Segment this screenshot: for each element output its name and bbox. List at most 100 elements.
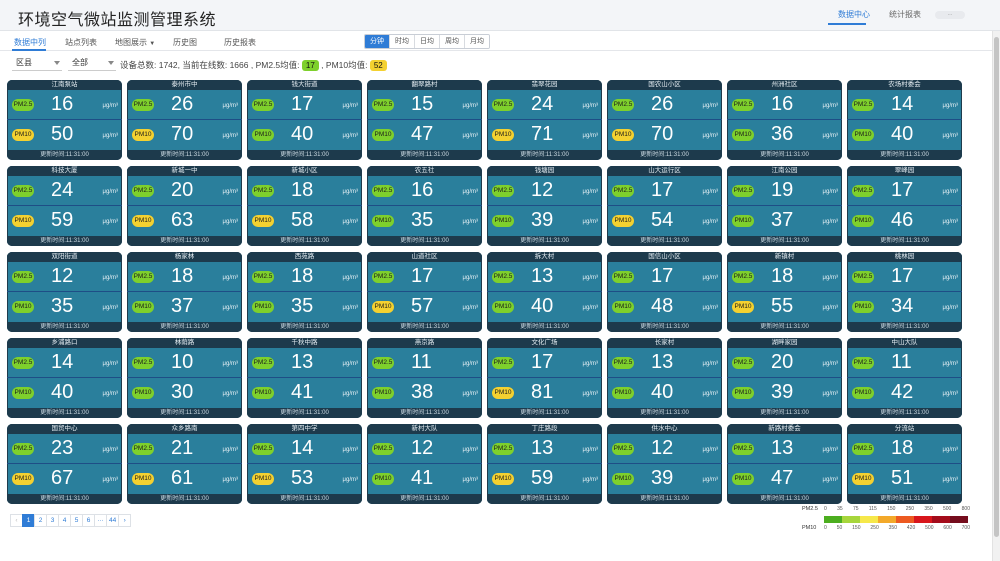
station-card[interactable]: 丁庄路段 PM2.5 13 μg/m³ PM10 59 μg/m³ 更新时间:1… [487,424,602,504]
station-name: 农五社 [367,166,482,176]
station-card[interactable]: 千秋中路 PM2.5 13 μg/m³ PM10 41 μg/m³ 更新时间:1… [247,338,362,418]
status-select[interactable]: 全部 [68,56,116,71]
pm25-tag: PM2.5 [732,271,754,283]
station-card[interactable]: 双阳街道 PM2.5 12 μg/m³ PM10 35 μg/m³ 更新时间:1… [7,252,122,332]
legend-tick-label: 250 [905,506,915,512]
station-card[interactable]: 新城小区 PM2.5 18 μg/m³ PM10 58 μg/m³ 更新时间:1… [247,166,362,246]
pm10-unit: μg/m³ [342,477,358,483]
pm10-unit: μg/m³ [582,477,598,483]
tab-history-chart[interactable]: 历史图 [173,38,197,47]
station-card[interactable]: 江南公园 PM2.5 19 μg/m³ PM10 37 μg/m³ 更新时间:1… [727,166,842,246]
pm10-value: 41 [411,467,434,489]
tab-data-list[interactable]: 数据中列 [14,38,46,47]
legend-color-swatch [878,516,896,523]
station-card[interactable]: 泰州市中 PM2.5 26 μg/m³ PM10 70 μg/m³ 更新时间:1… [127,80,242,160]
station-card[interactable]: 新村大队 PM2.5 12 μg/m³ PM10 41 μg/m³ 更新时间:1… [367,424,482,504]
pm10-unit: μg/m³ [222,219,238,225]
update-time: 更新时间:11:31:00 [367,494,482,504]
station-card[interactable]: 钱大街道 PM2.5 17 μg/m³ PM10 40 μg/m³ 更新时间:1… [247,80,362,160]
update-time: 更新时间:11:31:00 [247,494,362,504]
station-card[interactable]: 翡翠花园 PM2.5 24 μg/m³ PM10 71 μg/m³ 更新时间:1… [487,80,602,160]
update-time: 更新时间:11:31:00 [727,236,842,246]
station-card[interactable]: 州洲社区 PM2.5 16 μg/m³ PM10 36 μg/m³ 更新时间:1… [727,80,842,160]
station-card[interactable]: 文化广场 PM2.5 17 μg/m³ PM10 81 μg/m³ 更新时间:1… [487,338,602,418]
pm10-average-label: , PM10均值: [321,60,368,70]
pager-next-button[interactable]: › [118,514,132,527]
seg-monthly[interactable]: 月均 [464,35,489,48]
station-card[interactable]: 钱塘园 PM2.5 12 μg/m³ PM10 39 μg/m³ 更新时间:11… [487,166,602,246]
station-card[interactable]: 农五社 PM2.5 16 μg/m³ PM10 35 μg/m³ 更新时间:11… [367,166,482,246]
pager-page-button[interactable]: 44 [106,514,120,527]
vertical-scrollbar[interactable] [992,31,1000,561]
station-card[interactable]: 新镇村 PM2.5 18 μg/m³ PM10 55 μg/m³ 更新时间:11… [727,252,842,332]
pm25-value: 20 [771,351,794,373]
station-card[interactable]: 山大运行区 PM2.5 17 μg/m³ PM10 54 μg/m³ 更新时间:… [607,166,722,246]
station-card[interactable]: 分流站 PM2.5 18 μg/m³ PM10 51 μg/m³ 更新时间:11… [847,424,962,504]
region-select[interactable]: 区县 [12,56,62,71]
nav-data-center[interactable]: 数据中心 [838,10,870,19]
station-card[interactable]: 农场村委会 PM2.5 14 μg/m³ PM10 40 μg/m³ 更新时间:… [847,80,962,160]
pm10-tag: PM10 [612,387,634,399]
pm10-value: 35 [411,209,434,231]
pm10-row: PM10 39 μg/m³ [727,378,842,408]
pager-page-button[interactable]: 6 [82,514,95,527]
update-time: 更新时间:11:31:00 [607,494,722,504]
pm25-row: PM2.5 16 μg/m³ [727,90,842,120]
pm25-unit: μg/m³ [822,275,838,281]
pm10-tag: PM10 [492,215,514,227]
station-card[interactable]: 国农山小区 PM2.5 26 μg/m³ PM10 70 μg/m³ 更新时间:… [607,80,722,160]
pm25-row: PM2.5 11 μg/m³ [847,348,962,378]
station-card[interactable]: 湖畔家园 PM2.5 20 μg/m³ PM10 39 μg/m³ 更新时间:1… [727,338,842,418]
station-card[interactable]: 杨家林 PM2.5 18 μg/m³ PM10 37 μg/m³ 更新时间:11… [127,252,242,332]
pm10-row: PM10 47 μg/m³ [727,464,842,494]
tab-station-list[interactable]: 站点列表 [65,38,97,47]
pm10-tag: PM10 [12,215,34,227]
station-card[interactable]: 翠峰园 PM2.5 17 μg/m³ PM10 46 μg/m³ 更新时间:11… [847,166,962,246]
tab-history-report[interactable]: 历史报表 [224,38,256,47]
station-card[interactable]: 中山大队 PM2.5 11 μg/m³ PM10 42 μg/m³ 更新时间:1… [847,338,962,418]
seg-hourly[interactable]: 时均 [389,35,414,48]
pm25-unit: μg/m³ [222,447,238,453]
station-card[interactable]: 拆大村 PM2.5 13 μg/m³ PM10 40 μg/m³ 更新时间:11… [487,252,602,332]
pm25-tag: PM2.5 [852,185,874,197]
seg-weekly[interactable]: 周均 [439,35,464,48]
station-card[interactable]: 桃林园 PM2.5 17 μg/m³ PM10 34 μg/m³ 更新时间:11… [847,252,962,332]
seg-daily[interactable]: 日均 [414,35,439,48]
station-card[interactable]: 江南泵站 PM2.5 16 μg/m³ PM10 50 μg/m³ 更新时间:1… [7,80,122,160]
pm25-row: PM2.5 18 μg/m³ [127,262,242,292]
pm25-row: PM2.5 17 μg/m³ [607,262,722,292]
pm25-unit: μg/m³ [822,103,838,109]
pm25-average-badge: 17 [301,60,319,71]
pm25-tag: PM2.5 [612,99,634,111]
station-card[interactable]: 翻翠路村 PM2.5 15 μg/m³ PM10 47 μg/m³ 更新时间:1… [367,80,482,160]
station-card[interactable]: 新城一中 PM2.5 20 μg/m³ PM10 63 μg/m³ 更新时间:1… [127,166,242,246]
pager-page-button[interactable]: 3 [46,514,59,527]
station-card[interactable]: 众乡路南 PM2.5 21 μg/m³ PM10 61 μg/m³ 更新时间:1… [127,424,242,504]
station-card[interactable]: 新路村委会 PM2.5 13 μg/m³ PM10 47 μg/m³ 更新时间:… [727,424,842,504]
tab-map-view[interactable]: 地图展示 ▼ [115,37,155,48]
seg-minute[interactable]: 分钟 [365,35,389,48]
station-card[interactable]: 国信山小区 PM2.5 17 μg/m³ PM10 48 μg/m³ 更新时间:… [607,252,722,332]
station-card[interactable]: 西苑路 PM2.5 18 μg/m³ PM10 35 μg/m³ 更新时间:11… [247,252,362,332]
station-card[interactable]: 国贸中心 PM2.5 23 μg/m³ PM10 67 μg/m³ 更新时间:1… [7,424,122,504]
update-time: 更新时间:11:31:00 [7,408,122,418]
update-time: 更新时间:11:31:00 [487,236,602,246]
station-card[interactable]: 乡浦路口 PM2.5 14 μg/m³ PM10 40 μg/m³ 更新时间:1… [7,338,122,418]
station-card[interactable]: 供水中心 PM2.5 12 μg/m³ PM10 39 μg/m³ 更新时间:1… [607,424,722,504]
station-card[interactable]: 长家村 PM2.5 13 μg/m³ PM10 40 μg/m³ 更新时间:11… [607,338,722,418]
station-card[interactable]: 山道社区 PM2.5 17 μg/m³ PM10 57 μg/m³ 更新时间:1… [367,252,482,332]
scrollbar-thumb[interactable] [994,37,999,537]
pm25-unit: μg/m³ [582,447,598,453]
station-card[interactable]: 科技大厦 PM2.5 24 μg/m³ PM10 59 μg/m³ 更新时间:1… [7,166,122,246]
pm25-unit: μg/m³ [342,275,358,281]
pm10-row: PM10 58 μg/m³ [247,206,362,236]
station-card[interactable]: 林荫路 PM2.5 10 μg/m³ PM10 30 μg/m³ 更新时间:11… [127,338,242,418]
stats-text: 设备总数: 1742, 当前在线数: 1666 , PM2.5均值: [120,60,300,70]
user-menu[interactable]: ··· [935,11,965,19]
legend-tick-label: 75 [852,506,859,512]
pm25-value: 19 [771,179,794,201]
pm25-row: PM2.5 16 μg/m³ [367,176,482,206]
station-card[interactable]: 燕京路 PM2.5 11 μg/m³ PM10 38 μg/m³ 更新时间:11… [367,338,482,418]
nav-reports[interactable]: 统计报表 [889,10,921,19]
station-card[interactable]: 第四中学 PM2.5 14 μg/m³ PM10 53 μg/m³ 更新时间:1… [247,424,362,504]
